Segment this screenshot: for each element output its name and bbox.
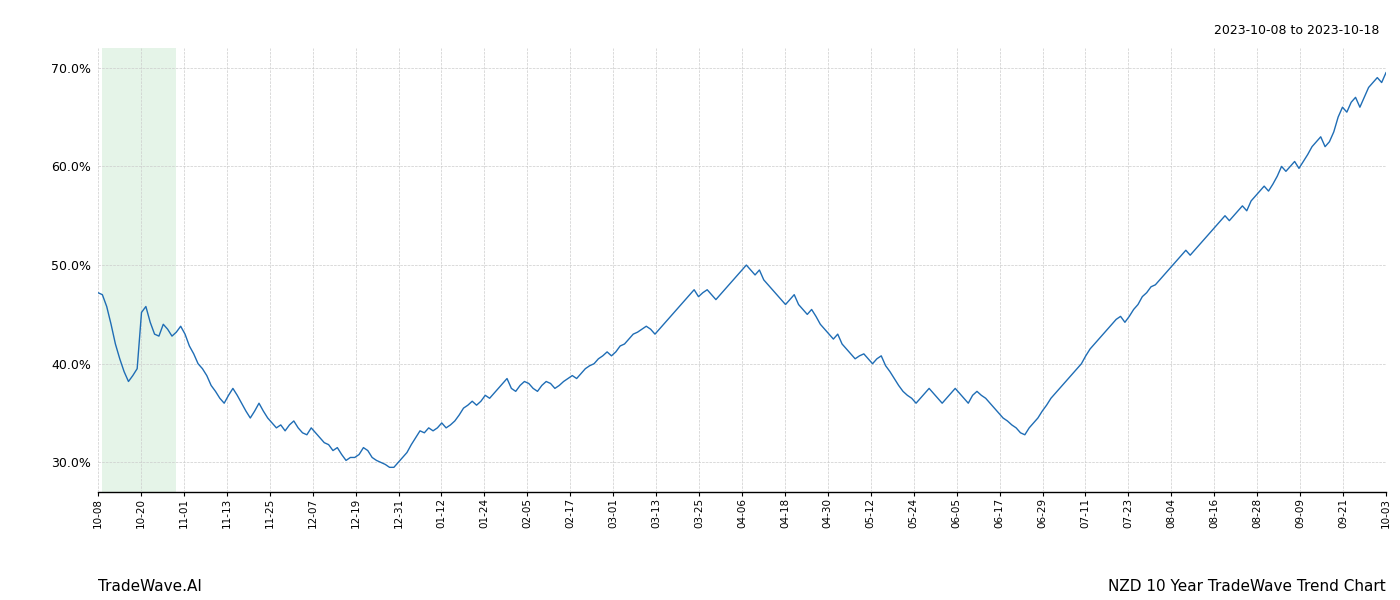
Text: NZD 10 Year TradeWave Trend Chart: NZD 10 Year TradeWave Trend Chart (1109, 579, 1386, 594)
Bar (102, 48, 176, 492)
Text: 2023-10-08 to 2023-10-18: 2023-10-08 to 2023-10-18 (1214, 24, 1379, 37)
Text: TradeWave.AI: TradeWave.AI (98, 579, 202, 594)
